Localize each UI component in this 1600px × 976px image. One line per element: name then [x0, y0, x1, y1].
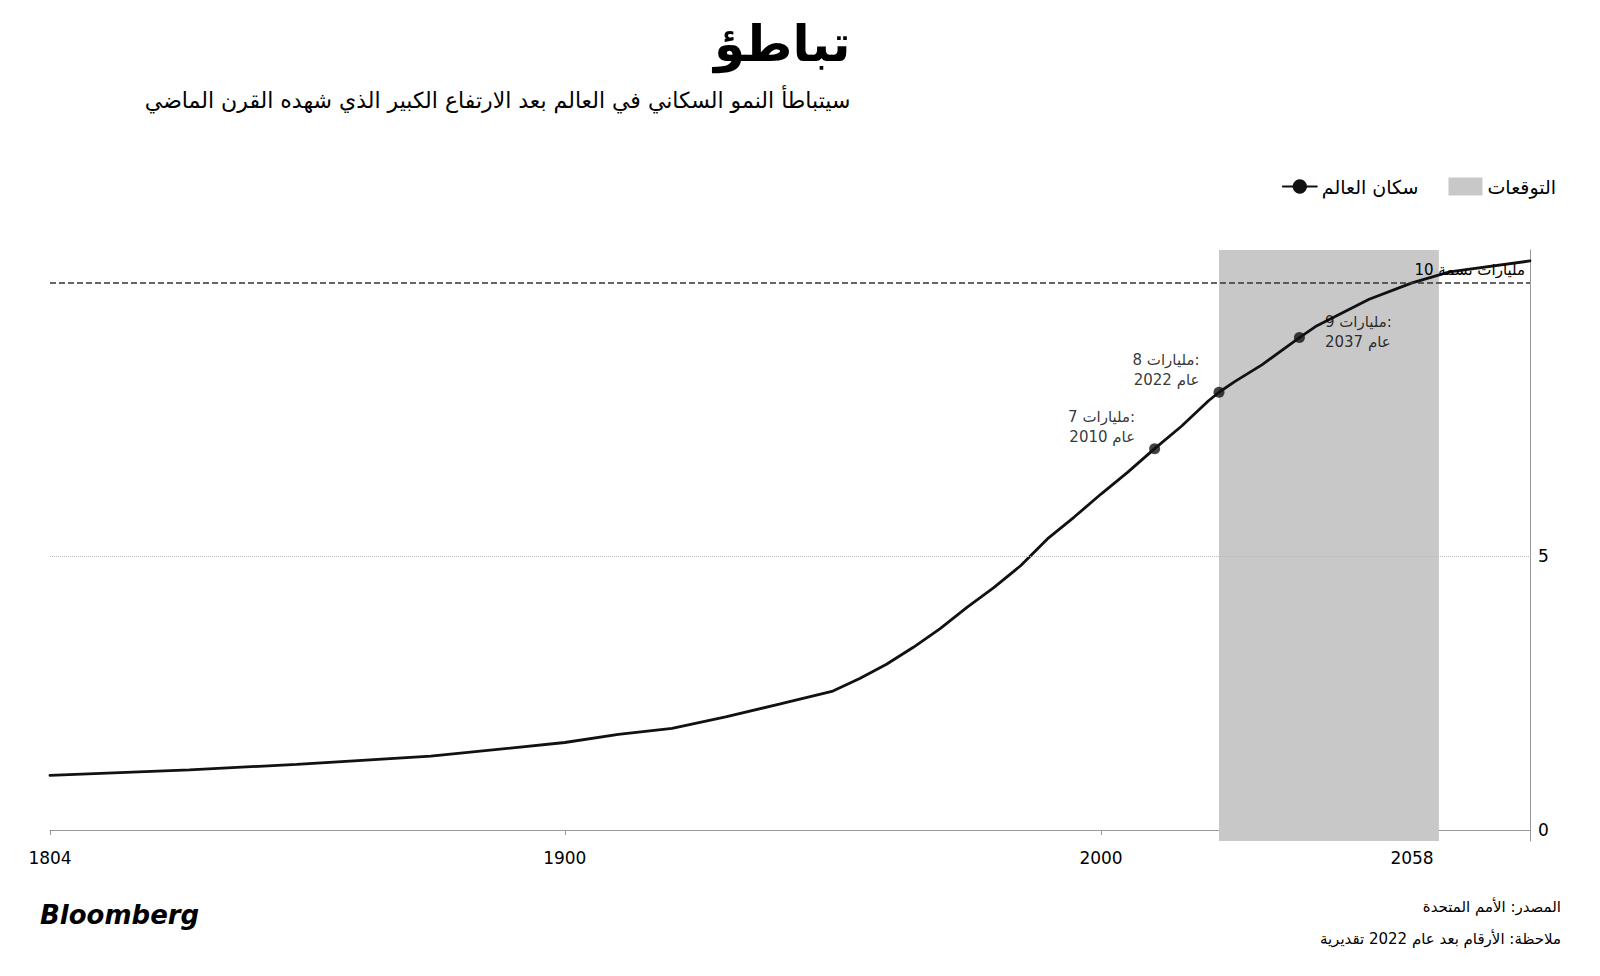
svg-text:7 مليارات:: 7 مليارات:: [1068, 408, 1135, 426]
svg-text:التوقعات: التوقعات: [1487, 176, 1556, 199]
svg-text:0: 0: [1538, 820, 1549, 840]
svg-text:2058: 2058: [1390, 848, 1433, 868]
svg-text:عام 2010: عام 2010: [1069, 428, 1135, 446]
svg-text:سيتباطأ النمو السكاني في العال: سيتباطأ النمو السكاني في العالم بعد الار…: [145, 85, 851, 114]
svg-text:المصدر: الأمم المتحدة: المصدر: الأمم المتحدة: [1423, 897, 1561, 916]
svg-text:ملاحظة: الأرقام بعد عام 2022 ت: ملاحظة: الأرقام بعد عام 2022 تقديرية: [1320, 929, 1561, 948]
svg-text:10 مليارات نسمة: 10 مليارات نسمة: [1414, 261, 1525, 279]
svg-text:9 مليارات:: 9 مليارات:: [1325, 313, 1392, 331]
svg-text:سكان العالم: سكان العالم: [1322, 176, 1419, 199]
svg-text:عام 2037: عام 2037: [1325, 333, 1391, 351]
svg-text:8 مليارات:: 8 مليارات:: [1132, 351, 1199, 369]
svg-text:1900: 1900: [543, 848, 586, 868]
svg-text:Bloomberg: Bloomberg: [40, 900, 199, 930]
svg-text:2000: 2000: [1079, 848, 1122, 868]
svg-text:1804: 1804: [28, 848, 71, 868]
svg-text:عام 2022: عام 2022: [1134, 371, 1200, 389]
svg-text:5: 5: [1538, 546, 1549, 566]
svg-text:تباطؤ: تباطؤ: [711, 15, 850, 74]
